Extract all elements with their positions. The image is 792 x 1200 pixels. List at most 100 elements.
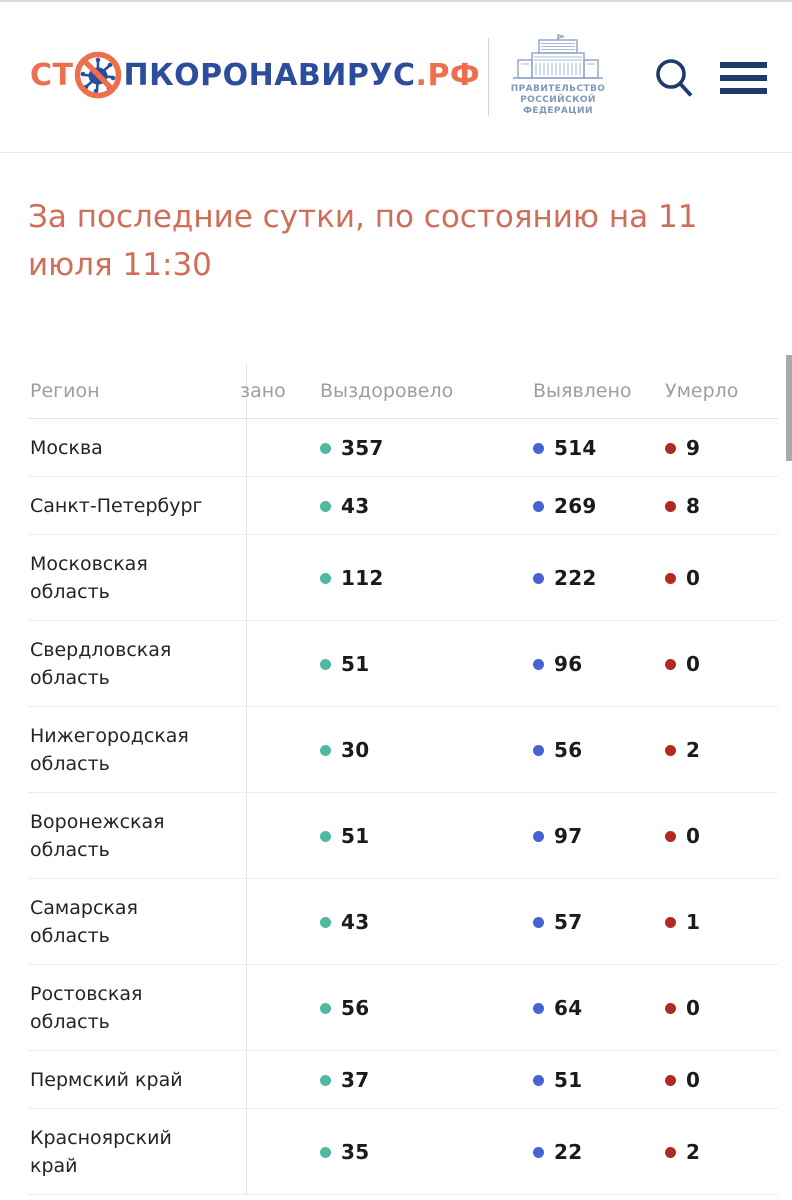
recovered-value: 51 [341,652,370,676]
detected-value-cell: 514 [533,436,597,460]
logo-text-suffix: .РФ [415,57,481,93]
virus-no-entry-icon [73,51,123,99]
detected-dot-icon [533,1146,544,1158]
detected-value: 269 [554,494,597,518]
died-value-cell: 2 [665,738,700,762]
search-button[interactable] [652,56,700,104]
died-value: 0 [686,652,701,676]
page-scrollbar-thumb[interactable] [786,355,792,461]
menu-button[interactable] [720,62,767,94]
region-name: Московская область [30,553,148,603]
column-header-region: Регион [30,380,100,402]
detected-dot-icon [533,1002,544,1014]
column-header-cut-fragment: зано [240,380,286,402]
search-icon [652,59,700,107]
died-dot-icon [665,442,676,454]
recovered-value: 35 [341,1140,370,1164]
recovered-value-cell: 51 [320,824,369,848]
died-dot-icon [665,1146,676,1158]
site-logo[interactable]: СТ [30,51,480,99]
died-dot-icon [665,1002,676,1014]
died-dot-icon [665,1074,676,1086]
recovered-value: 357 [341,436,384,460]
hamburger-menu-icon [720,62,767,68]
region-name: Воронежская область [30,811,165,861]
died-value-cell: 0 [665,1068,700,1092]
recovered-value-cell: 43 [320,910,369,934]
recovered-value: 43 [341,494,370,518]
column-header-detected: Выявлено [533,380,632,402]
recovered-value-cell: 30 [320,738,369,762]
died-value-cell: 2 [665,1140,700,1164]
table-body: Москва 357 514 9 Санкт-Петербург 43 269 8 Москов… [0,419,792,1195]
died-value: 0 [686,566,701,590]
recovered-value: 112 [341,566,384,590]
detected-value-cell: 56 [533,738,582,762]
died-value: 0 [686,996,701,1020]
died-value: 2 [686,1140,701,1164]
government-caption-line2: РОССИЙСКОЙ [520,95,596,105]
detected-value-cell: 96 [533,652,582,676]
recovered-value-cell: 37 [320,1068,369,1092]
detected-dot-icon [533,744,544,756]
died-dot-icon [665,500,676,512]
detected-value: 96 [554,652,583,676]
detected-value: 22 [554,1140,583,1164]
detected-value: 57 [554,910,583,934]
recovered-dot-icon [320,1002,331,1014]
detected-value: 514 [554,436,597,460]
detected-value: 97 [554,824,583,848]
recovered-value: 51 [341,824,370,848]
table-row: Свердловская область 51 96 0 [0,621,792,707]
died-value: 8 [686,494,701,518]
died-dot-icon [665,916,676,928]
logo-text-prefix: СТ [30,57,74,93]
header-divider [488,38,489,116]
died-dot-icon [665,658,676,670]
recovered-dot-icon [320,572,331,584]
column-header-died: Умерло [665,380,739,402]
government-emblem-link[interactable]: ПРАВИТЕЛЬСТВО РОССИЙСКОЙ ФЕДЕРАЦИИ [504,33,612,117]
detected-value-cell: 64 [533,996,582,1020]
recovered-value: 37 [341,1068,370,1092]
recovered-dot-icon [320,1074,331,1086]
died-value: 9 [686,436,701,460]
detected-dot-icon [533,830,544,842]
table-header-row: Регион зано Выздоровело Выявлено Умерло [0,363,792,419]
detected-value: 222 [554,566,597,590]
region-name: Санкт-Петербург [30,495,203,517]
table-row: Санкт-Петербург 43 269 8 [0,477,792,535]
recovered-value-cell: 35 [320,1140,369,1164]
detected-dot-icon [533,500,544,512]
detected-dot-icon [533,658,544,670]
recovered-dot-icon [320,916,331,928]
detected-value: 56 [554,738,583,762]
detected-value-cell: 269 [533,494,597,518]
government-caption-line3: ФЕДЕРАЦИИ [523,106,593,116]
regions-stats-table: Регион зано Выздоровело Выявлено Умерло … [0,363,792,1195]
region-name: Свердловская область [30,639,172,689]
died-value: 0 [686,824,701,848]
detected-value-cell: 57 [533,910,582,934]
region-name: Красноярский край [30,1127,172,1177]
died-value: 2 [686,738,701,762]
died-value-cell: 8 [665,494,700,518]
table-row: Ростовская область 56 64 0 [0,965,792,1051]
government-house-icon [504,33,612,81]
region-name: Пермский край [30,1069,183,1091]
died-value-cell: 0 [665,652,700,676]
died-value-cell: 9 [665,436,700,460]
table-row: Красноярский край 35 22 2 [0,1109,792,1195]
died-value: 1 [686,910,701,934]
recovered-dot-icon [320,442,331,454]
table-row: Пермский край 37 51 0 [0,1051,792,1109]
site-header: СТ [0,0,792,153]
detected-value-cell: 22 [533,1140,582,1164]
table-row: Москва 357 514 9 [0,419,792,477]
table-row: Московская область 112 222 0 [0,535,792,621]
died-dot-icon [665,744,676,756]
detected-dot-icon [533,916,544,928]
recovered-value: 56 [341,996,370,1020]
table-row: Воронежская область 51 97 0 [0,793,792,879]
detected-value: 64 [554,996,583,1020]
